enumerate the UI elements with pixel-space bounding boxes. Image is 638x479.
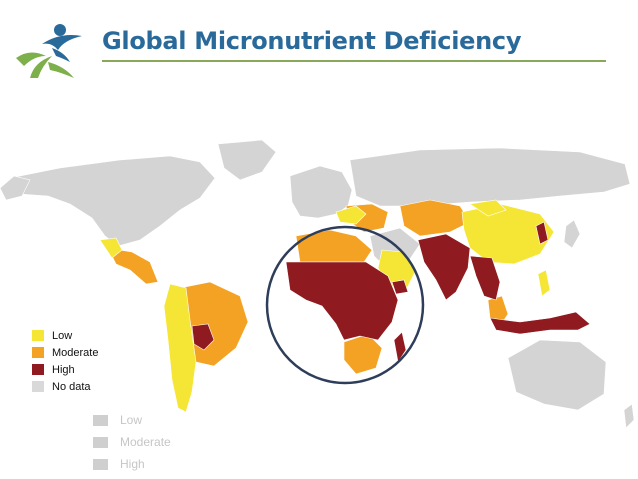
greenland xyxy=(217,139,277,181)
title-divider xyxy=(102,60,606,62)
map-legend: Low Moderate High No data xyxy=(32,327,98,395)
legend-item-high: High xyxy=(32,361,98,378)
faded-legend-item: Moderate xyxy=(93,431,171,453)
mongolia xyxy=(469,199,507,217)
north-africa xyxy=(295,229,373,263)
legend-label: Low xyxy=(52,329,73,342)
central-asia xyxy=(399,199,471,237)
australia xyxy=(507,339,607,411)
central-america xyxy=(107,247,159,285)
sub-saharan-africa xyxy=(285,261,399,341)
mexico xyxy=(99,237,123,259)
legend-swatch xyxy=(32,364,44,375)
china xyxy=(461,203,555,265)
legend-swatch xyxy=(93,414,108,426)
russia xyxy=(349,147,631,207)
legend-swatch xyxy=(32,330,44,341)
legend-swatch xyxy=(93,436,108,448)
japan xyxy=(563,219,581,249)
page-title: Global Micronutrient Deficiency xyxy=(102,27,522,55)
africa-highlight-circle xyxy=(265,225,425,385)
madagascar xyxy=(393,331,407,363)
southern-africa xyxy=(343,333,383,375)
alaska xyxy=(0,175,31,201)
legend-label: Moderate xyxy=(120,435,171,449)
legend-label: No data xyxy=(52,380,91,393)
organization-logo-icon xyxy=(16,24,82,78)
legend-label: Low xyxy=(120,413,143,427)
legend-swatch xyxy=(93,458,108,470)
world-map xyxy=(0,139,635,429)
yemen xyxy=(391,279,409,295)
south-america-west xyxy=(163,283,197,413)
philippines xyxy=(537,269,551,297)
faded-legend-item: Low xyxy=(93,409,171,431)
faded-legend: Low Moderate High xyxy=(93,409,171,475)
faded-legend-item: High xyxy=(93,453,171,475)
south-asia xyxy=(417,233,471,301)
bolivia xyxy=(191,323,215,351)
indochina xyxy=(469,255,501,301)
legend-item-no-data: No data xyxy=(32,378,98,395)
legend-item-low: Low xyxy=(32,327,98,344)
legend-swatch xyxy=(32,381,44,392)
legend-item-moderate: Moderate xyxy=(32,344,98,361)
new-zealand xyxy=(623,403,635,429)
indonesia xyxy=(489,311,591,335)
legend-label: High xyxy=(120,457,145,471)
north-america xyxy=(9,155,216,247)
legend-swatch xyxy=(32,347,44,358)
korea xyxy=(535,221,549,245)
legend-label: Moderate xyxy=(52,346,99,359)
legend-label: High xyxy=(52,363,75,376)
europe-east xyxy=(335,205,367,225)
